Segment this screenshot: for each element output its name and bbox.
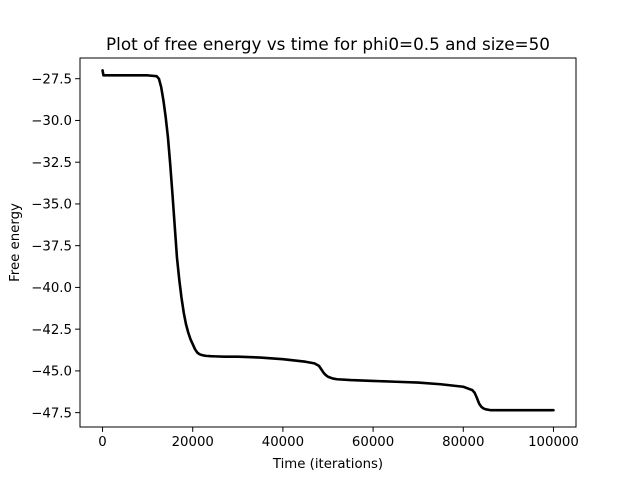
y-tick-label: −30.0 bbox=[31, 114, 72, 129]
x-axis-label: Time (iterations) bbox=[272, 457, 383, 472]
x-axis-ticks: 0 20000 40000 60000 80000 100000 bbox=[98, 427, 579, 450]
y-tick-label: −37.5 bbox=[31, 239, 72, 254]
plot-area bbox=[79, 57, 577, 428]
y-tick-label: −45.0 bbox=[31, 365, 72, 380]
y-tick-label: −40.0 bbox=[31, 281, 72, 296]
series-line-0 bbox=[101, 69, 555, 412]
x-tick-label: 20000 bbox=[172, 435, 214, 450]
y-tick-label: −32.5 bbox=[31, 156, 72, 171]
y-tick-label: −42.5 bbox=[31, 323, 72, 338]
chart-title: Plot of free energy vs time for phi0=0.5… bbox=[106, 34, 550, 54]
y-tick-label: −27.5 bbox=[31, 72, 72, 87]
x-tick-label: 0 bbox=[98, 435, 106, 450]
y-tick-label: −35.0 bbox=[31, 198, 72, 213]
x-tick-label: 60000 bbox=[352, 435, 394, 450]
axes-frame bbox=[79, 57, 577, 428]
series-layer bbox=[101, 69, 555, 412]
y-tick-label: −47.5 bbox=[31, 406, 72, 421]
x-tick-label: 80000 bbox=[442, 435, 484, 450]
y-axis-label: Free energy bbox=[8, 203, 23, 282]
x-tick-label: 100000 bbox=[528, 435, 579, 450]
y-axis-ticks: −27.5 −30.0 −32.5 −35.0 −37.5 −40.0 −42.5 −45.0… bbox=[31, 72, 80, 421]
x-tick-label: 40000 bbox=[262, 435, 304, 450]
